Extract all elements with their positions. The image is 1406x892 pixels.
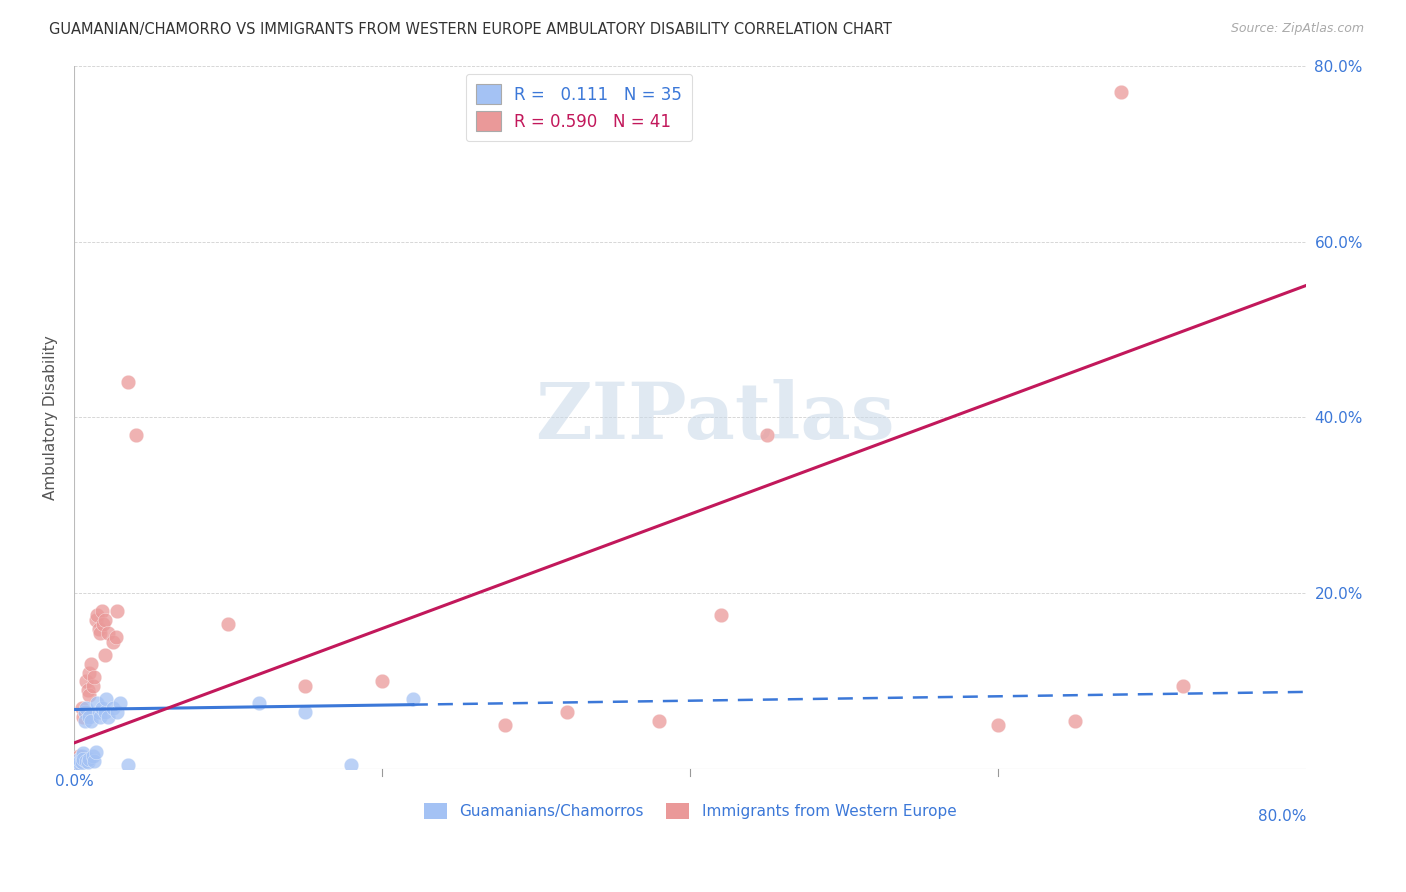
Point: [117, 376, 139, 390]
Point: [110, 696, 132, 710]
Point: [69, 756, 91, 770]
Point: [94, 648, 117, 662]
Point: [93, 617, 115, 632]
Point: [89, 709, 111, 723]
Point: [217, 617, 239, 632]
Point: [371, 674, 394, 689]
Point: [494, 718, 516, 732]
Point: [96, 692, 118, 706]
Point: [82, 749, 104, 764]
Point: [756, 428, 779, 442]
Point: [70, 752, 93, 766]
Y-axis label: Ambulatory Disability: Ambulatory Disability: [44, 335, 58, 500]
Text: 80.0%: 80.0%: [1258, 809, 1306, 824]
Point: [87, 705, 110, 719]
Point: [83, 754, 105, 768]
Point: [67, 756, 90, 770]
Point: [1064, 714, 1087, 728]
Point: [77, 683, 100, 698]
Point: [555, 705, 578, 719]
Point: [80, 714, 103, 728]
Point: [1171, 679, 1194, 693]
Point: [90, 604, 112, 618]
Point: [66, 758, 89, 772]
Point: [105, 604, 128, 618]
Point: [97, 709, 120, 723]
Point: [247, 696, 270, 710]
Point: [75, 674, 97, 689]
Point: [84, 745, 107, 759]
Text: GUAMANIAN/CHAMORRO VS IMMIGRANTS FROM WESTERN EUROPE AMBULATORY DISABILITY CORRE: GUAMANIAN/CHAMORRO VS IMMIGRANTS FROM WE…: [49, 22, 891, 37]
Point: [90, 700, 112, 714]
Text: ZIPatlas: ZIPatlas: [534, 379, 894, 456]
Point: [710, 608, 733, 623]
Point: [101, 700, 124, 714]
Point: [84, 613, 107, 627]
Point: [94, 705, 117, 719]
Point: [75, 754, 97, 768]
Point: [66, 758, 89, 772]
Point: [82, 679, 104, 693]
Point: [294, 679, 316, 693]
Point: [80, 657, 103, 671]
Text: Source: ZipAtlas.com: Source: ZipAtlas.com: [1230, 22, 1364, 36]
Point: [77, 756, 100, 770]
Point: [70, 756, 93, 770]
Point: [86, 608, 108, 623]
Point: [72, 752, 94, 766]
Point: [69, 754, 91, 768]
Point: [1109, 85, 1132, 99]
Point: [79, 709, 101, 723]
Point: [73, 714, 96, 728]
Point: [97, 626, 120, 640]
Point: [73, 705, 96, 719]
Point: [89, 626, 111, 640]
Point: [86, 696, 108, 710]
Point: [402, 692, 425, 706]
Point: [125, 428, 148, 442]
Point: [94, 613, 117, 627]
Point: [294, 705, 316, 719]
Point: [105, 705, 128, 719]
Legend: Guamanians/Chamorros, Immigrants from Western Europe: Guamanians/Chamorros, Immigrants from We…: [418, 797, 962, 825]
Point: [83, 670, 105, 684]
Point: [987, 718, 1010, 732]
Point: [104, 631, 127, 645]
Point: [79, 688, 101, 702]
Point: [101, 634, 124, 648]
Point: [79, 752, 101, 766]
Point: [70, 749, 93, 764]
Point: [69, 757, 91, 772]
Point: [72, 709, 94, 723]
Point: [67, 749, 90, 764]
Point: [117, 758, 139, 772]
Point: [72, 747, 94, 761]
Point: [67, 752, 90, 766]
Point: [73, 705, 96, 719]
Point: [648, 714, 671, 728]
Point: [87, 622, 110, 636]
Point: [75, 700, 97, 714]
Point: [340, 758, 363, 772]
Point: [70, 700, 93, 714]
Point: [67, 754, 90, 768]
Point: [79, 665, 101, 680]
